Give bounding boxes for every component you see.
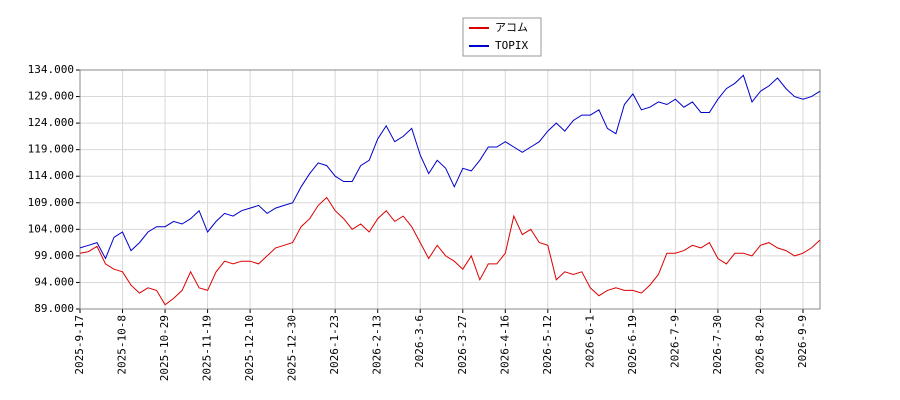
y-tick-label: 114.000 bbox=[28, 169, 74, 182]
x-tick-label: 2026-7-30 bbox=[711, 315, 724, 375]
y-tick-label: 124.000 bbox=[28, 116, 74, 129]
x-tick-label: 2026-9-9 bbox=[796, 315, 809, 368]
legend-label: TOPIX bbox=[495, 39, 528, 52]
x-tick-label: 2025-10-8 bbox=[116, 315, 129, 375]
y-tick-label: 119.000 bbox=[28, 143, 74, 156]
x-tick-label: 2026-2-13 bbox=[371, 315, 384, 375]
y-tick-label: 89.000 bbox=[34, 302, 74, 315]
x-tick-label: 2026-3-6 bbox=[413, 315, 426, 368]
x-tick-label: 2026-7-9 bbox=[668, 315, 681, 368]
x-tick-label: 2026-8-20 bbox=[753, 315, 766, 375]
series-line bbox=[79, 196, 821, 306]
legend-label: アコム bbox=[495, 21, 528, 34]
x-tick-label: 2025-11-19 bbox=[201, 315, 214, 381]
x-tick-label: 2025-12-10 bbox=[243, 315, 256, 381]
x-tick-label: 2026-6-19 bbox=[626, 315, 639, 375]
y-tick-label: 129.000 bbox=[28, 90, 74, 103]
x-tick-label: 2026-3-27 bbox=[456, 315, 469, 375]
legend-box bbox=[462, 17, 542, 57]
plot-area bbox=[80, 70, 820, 309]
x-tick-label: 2025-12-30 bbox=[286, 315, 299, 381]
x-tick-label: 2026-5-12 bbox=[541, 315, 554, 375]
plot-frame bbox=[79, 69, 821, 310]
x-tick-label: 2026-6-1 bbox=[583, 315, 596, 368]
y-tick-label: 94.000 bbox=[34, 275, 74, 288]
x-tick-label: 2025-9-17 bbox=[73, 315, 86, 375]
legend: アコム TOPIX bbox=[462, 17, 542, 57]
x-tick-label: 2025-10-29 bbox=[158, 315, 171, 381]
y-tick-label: 109.000 bbox=[28, 196, 74, 209]
y-tick-label: 134.000 bbox=[28, 63, 74, 76]
x-tick-label: 2026-1-23 bbox=[328, 315, 341, 375]
series-line bbox=[79, 74, 821, 260]
y-tick-label: 104.000 bbox=[28, 222, 74, 235]
x-tick-label: 2026-4-16 bbox=[498, 315, 511, 375]
y-tick-label: 99.000 bbox=[34, 249, 74, 262]
